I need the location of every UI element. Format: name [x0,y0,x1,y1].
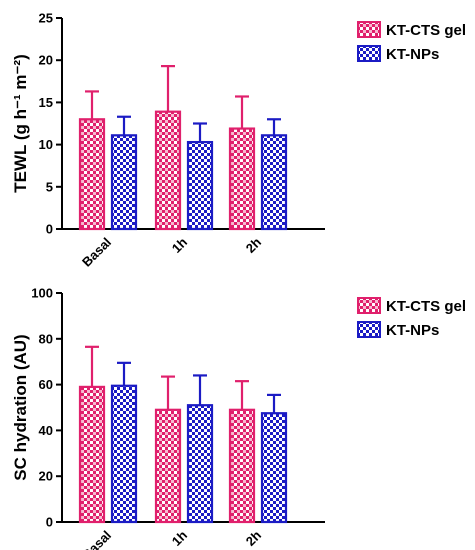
y-tick-label: 25 [39,11,53,26]
y-tick-label: 80 [39,331,53,346]
bar-kt-cts-gel-2h [228,127,256,231]
y-axis-label: TEWL (g h⁻¹ m⁻²) [11,54,30,193]
legend-label: KT-NPs [386,46,439,63]
y-tick-label: 15 [39,95,53,110]
bar-kt-cts-gel-1h [154,110,182,231]
bar-kt-nps-1h [186,140,214,231]
legend-swatch [357,321,381,338]
x-tick-label: Basal [79,235,114,270]
y-tick-label: 20 [39,53,53,68]
legend-swatch [357,21,381,38]
x-tick-label: 2h [243,234,264,255]
bar-kt-cts-gel-1h [154,408,182,524]
x-tick-label: Basal [79,528,114,550]
bar-kt-cts-gel-2h [228,408,256,524]
y-tick-label: 5 [46,179,53,194]
bar-kt-nps-basal [110,134,138,231]
y-axis-label: SC hydration (AU) [11,334,30,480]
y-tick-label: 60 [39,377,53,392]
y-tick-label: 100 [31,286,53,301]
legend-label: KT-NPs [386,322,439,339]
chart-panel-1: 0 5 10 15 20 25 TEWL (g h⁻¹ m⁻²) Basal 1h 2h KT-CT… [11,11,466,270]
y-tick-label: 20 [39,469,53,484]
legend-swatch [357,45,381,62]
bar-kt-nps-2h [260,134,288,231]
y-tick-label: 0 [46,515,53,530]
bar-kt-cts-gel-basal [78,385,106,524]
x-tick-label: 1h [169,527,190,548]
bar-kt-nps-basal [110,384,138,524]
y-tick-label: 40 [39,423,53,438]
y-tick-label: 0 [46,222,53,237]
legend-label: KT-CTS gel [386,298,466,315]
bar-kt-nps-2h [260,412,288,524]
bar-kt-cts-gel-basal [78,118,106,231]
legend-label: KT-CTS gel [386,22,466,39]
y-tick-label: 10 [39,137,53,152]
legend-swatch [357,297,381,314]
x-tick-label: 2h [243,527,264,548]
chart-panel-2: 0 20 40 60 80 100 SC hydration (AU) Basal 1h 2h KT… [11,286,466,550]
x-tick-label: 1h [169,234,190,255]
bar-kt-nps-1h [186,404,214,524]
